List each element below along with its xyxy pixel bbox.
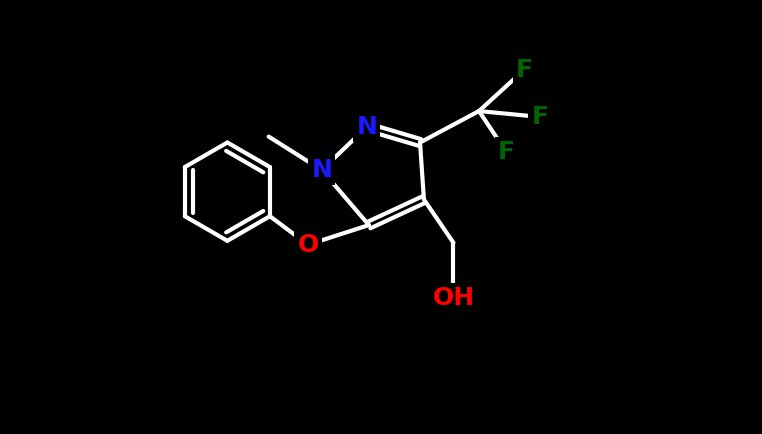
Text: N: N [357,115,377,139]
Text: F: F [498,140,515,164]
Text: N: N [312,158,332,182]
Text: F: F [516,58,533,82]
Text: OH: OH [432,286,475,310]
Text: F: F [531,105,549,129]
Text: O: O [297,233,319,257]
